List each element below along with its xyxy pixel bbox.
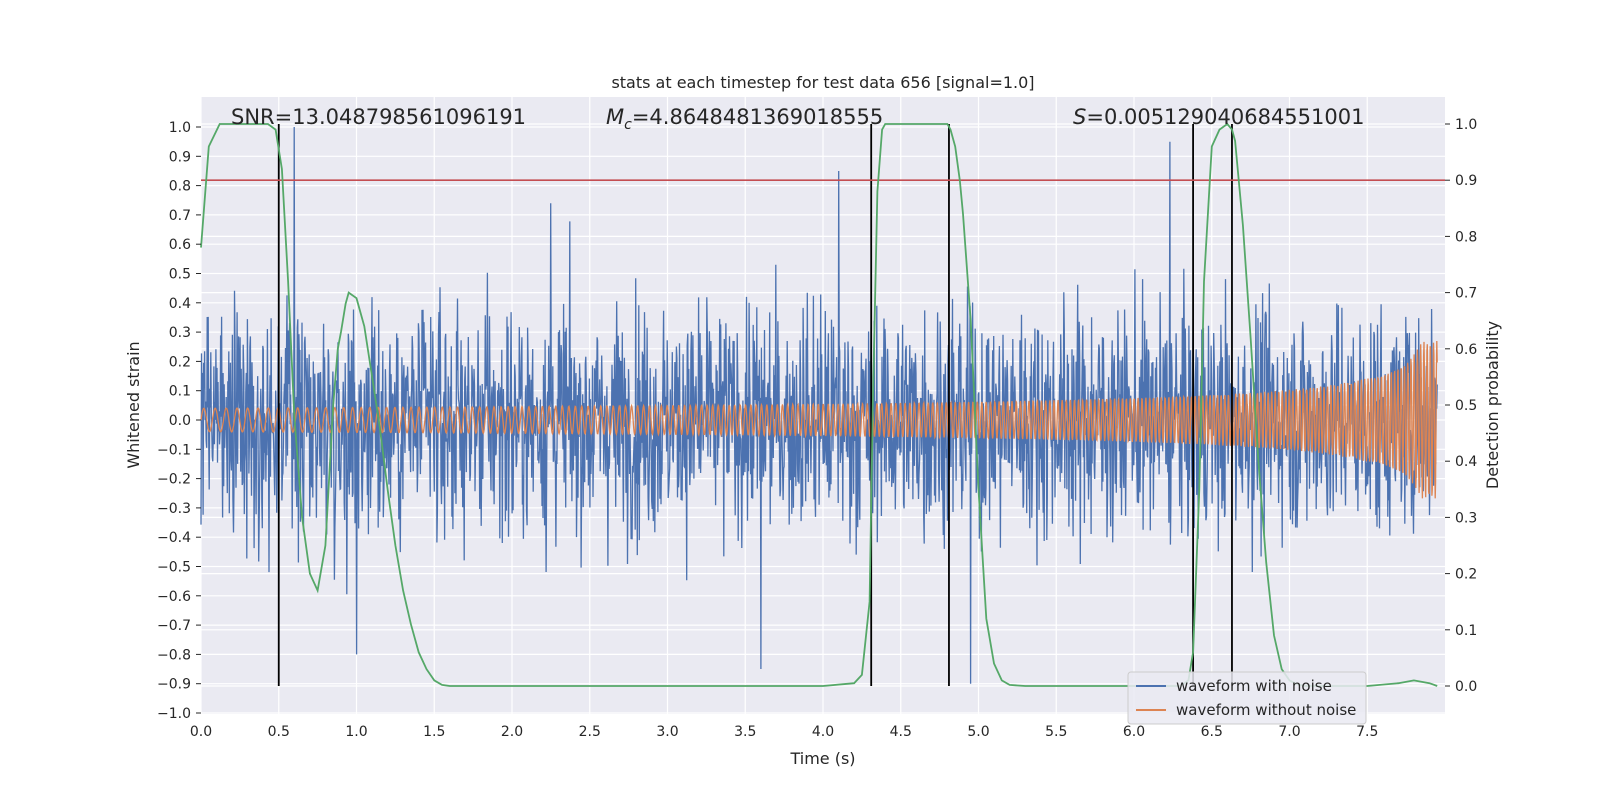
y2-tick-label: 0.0 xyxy=(1455,679,1477,695)
x-tick-label: 4.5 xyxy=(890,724,912,740)
y-tick-label: 0.2 xyxy=(169,354,191,370)
x-tick-label: 3.5 xyxy=(734,724,756,740)
s-value: =0.005129040684551001 xyxy=(1086,105,1364,129)
y-tick-label: 1.0 xyxy=(169,120,191,136)
x-tick-label: 7.5 xyxy=(1356,724,1378,740)
y2-tick-label: 0.9 xyxy=(1455,173,1477,189)
y-tick-labels: −1.0 −0.9 −0.8 −0.7 −0.6 −0.5 −0.4 −0.3 −0.2 −0.1… xyxy=(157,120,201,722)
y-tick-label: −0.6 xyxy=(157,589,191,605)
x-tick-label: 2.0 xyxy=(501,724,523,740)
y2-tick-label: 0.5 xyxy=(1455,398,1477,414)
y-axis-label: Whitened strain xyxy=(124,341,143,468)
y2-axis-label: Detection probability xyxy=(1483,321,1502,489)
y-tick-label: 0.4 xyxy=(169,296,191,312)
y-tick-label: −0.7 xyxy=(157,618,191,634)
event-markers xyxy=(277,124,1233,686)
y-tick-label: 0.1 xyxy=(169,384,191,400)
y-tick-label: 0.0 xyxy=(169,413,191,429)
snr-annotation: SNR=13.048798561096191 xyxy=(231,105,526,129)
legend: waveform with noise waveform without noi… xyxy=(1127,671,1367,725)
y2-tick-label: 0.4 xyxy=(1455,454,1477,470)
y2-tick-labels: 0.0 0.1 0.2 0.3 0.4 0.5 0.6 0.7 0.8 0.9 1.0 xyxy=(1445,117,1477,695)
series-detection-probability xyxy=(200,122,1438,687)
s-annotation: S=0.005129040684551001 xyxy=(1073,105,1364,129)
y-tick-label: −0.3 xyxy=(157,501,191,517)
y-tick-label: 0.8 xyxy=(169,179,191,195)
x-tick-label: 1.0 xyxy=(345,724,367,740)
y-tick-label: −0.8 xyxy=(157,647,191,663)
x-tick-label: 7.0 xyxy=(1278,724,1300,740)
x-tick-label: 6.5 xyxy=(1201,724,1223,740)
x-tick-label: 0.0 xyxy=(190,724,212,740)
x-tick-label: 1.5 xyxy=(423,724,445,740)
y-tick-label: 0.5 xyxy=(169,267,191,283)
legend-box xyxy=(1127,671,1367,725)
y-tick-label: 0.6 xyxy=(169,237,191,253)
legend-label-noise: waveform with noise xyxy=(1176,677,1332,695)
s-symbol: S xyxy=(1073,105,1086,129)
x-tick-label: 3.0 xyxy=(656,724,678,740)
y2-tick-label: 0.3 xyxy=(1455,510,1477,526)
y2-tick-label: 0.1 xyxy=(1455,623,1477,639)
y2-tick-label: 0.2 xyxy=(1455,567,1477,583)
probability-line xyxy=(200,122,1438,687)
x-tick-labels: 0.0 0.5 1.0 1.5 2.0 2.5 3.0 3.5 4.0 4.5 5.0 5.5 6.0 6… xyxy=(190,724,1379,740)
x-axis-label: Time (s) xyxy=(789,749,855,768)
x-tick-label: 6.0 xyxy=(1123,724,1145,740)
chirp-mass-subscript: c xyxy=(624,117,632,133)
x-tick-label: 5.0 xyxy=(967,724,989,740)
chirp-mass-value: =4.8648481369018555 xyxy=(632,105,883,129)
y-tick-label: 0.7 xyxy=(169,208,191,224)
y-tick-label: −0.2 xyxy=(157,472,191,488)
x-tick-label: 0.5 xyxy=(268,724,290,740)
y-tick-label: −0.1 xyxy=(157,442,191,458)
x-tick-label: 2.5 xyxy=(579,724,601,740)
x-tick-label: 5.5 xyxy=(1045,724,1067,740)
y2-tick-label: 0.8 xyxy=(1455,229,1477,245)
y-tick-label: −0.9 xyxy=(157,677,191,693)
y-tick-label: 0.3 xyxy=(169,325,191,341)
y-tick-label: −0.4 xyxy=(157,530,191,546)
y2-tick-label: 0.7 xyxy=(1455,286,1477,302)
chirp-mass-symbol: M xyxy=(606,105,624,129)
y2-tick-label: 0.6 xyxy=(1455,342,1477,358)
y2-tick-label: 1.0 xyxy=(1455,117,1477,133)
y-tick-label: 0.9 xyxy=(169,149,191,165)
x-tick-label: 4.0 xyxy=(812,724,834,740)
y-tick-label: −1.0 xyxy=(157,706,191,722)
y-tick-label: −0.5 xyxy=(157,560,191,576)
legend-label-clean: waveform without noise xyxy=(1176,701,1356,719)
chirp-mass-annotation: Mc=4.8648481369018555 xyxy=(606,105,883,133)
chart-title: stats at each timestep for test data 656… xyxy=(611,73,1034,92)
